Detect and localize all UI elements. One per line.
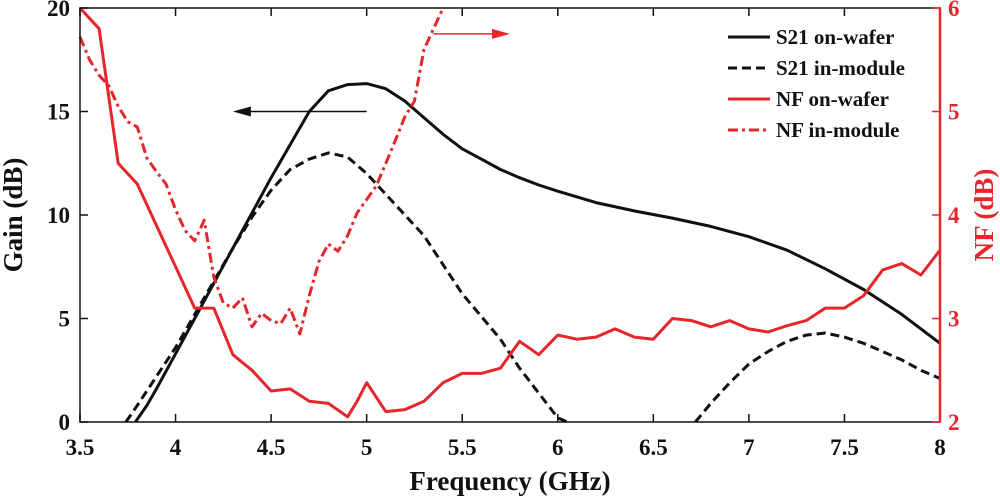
x-tick-label: 7.5 <box>830 435 859 460</box>
x-tick-label: 3.5 <box>66 435 95 460</box>
x-tick-label: 6 <box>552 435 564 460</box>
axis-layer: 3.5 4 4.5 5 5.5 6 6.5 7 7.5 8 0 5 10 15 20 2 3 4 5 6 <box>47 0 960 460</box>
y-axis-label-left: Gain (dB) <box>0 158 28 273</box>
y-left-tick-label: 20 <box>47 0 70 21</box>
y-left-tick-label: 0 <box>59 410 71 435</box>
series-layer <box>78 6 942 424</box>
x-tick-label: 8 <box>934 435 946 460</box>
series-line-nf-on-wafer <box>78 6 942 419</box>
y-right-tick-label: 5 <box>948 100 960 125</box>
arrow-left-head <box>232 106 251 117</box>
y-right-tick-label: 3 <box>948 307 960 332</box>
y-left-tick-label: 10 <box>47 203 70 228</box>
y-right-tick-label: 2 <box>948 410 960 435</box>
y-left-tick-label: 5 <box>59 307 71 332</box>
series-line-nf-in-module <box>78 7 445 336</box>
x-tick-label: 5 <box>361 435 373 460</box>
legend: S21 on-wafer S21 in-module NF on-wafer N… <box>728 25 905 142</box>
y-axis-label-right: NF (dB) <box>969 169 999 262</box>
x-tick-label: 7 <box>743 435 755 460</box>
x-axis-label: Frequency (GHz) <box>409 466 610 496</box>
x-tick-label: 6.5 <box>639 435 668 460</box>
x-tick-label: 4.5 <box>257 435 286 460</box>
y-right-tick-label: 6 <box>948 0 960 21</box>
arrow-right-head <box>492 28 510 39</box>
series-line-s21-in-module-high-band <box>694 331 941 423</box>
legend-label-nf-on-wafer: NF on-wafer <box>776 87 889 111</box>
y-right-tick-label: 4 <box>948 203 960 228</box>
legend-label-s21-in-module: S21 in-module <box>776 56 905 80</box>
x-tick-label: 5.5 <box>448 435 477 460</box>
legend-label-nf-in-module: NF in-module <box>776 118 899 142</box>
series-line-s21-in-module <box>124 151 568 424</box>
x-tick-label: 4 <box>170 435 182 460</box>
y-left-tick-label: 15 <box>47 100 70 125</box>
legend-label-s21-on-wafer: S21 on-wafer <box>776 25 894 49</box>
annotation-layer <box>232 28 510 117</box>
